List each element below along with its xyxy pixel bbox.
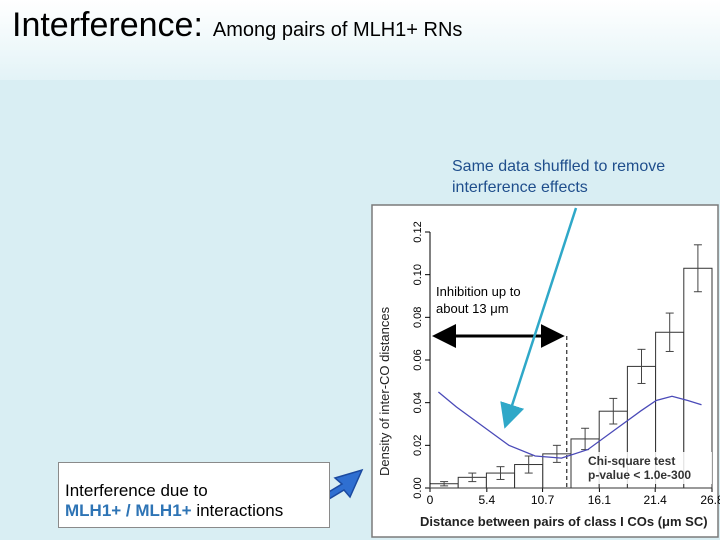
x-tick-label: 26.8 — [700, 493, 720, 507]
y-tick-label: 0.06 — [412, 349, 424, 370]
test-label-line1: Chi-square test — [588, 454, 675, 468]
x-tick-label: 21.4 — [643, 493, 667, 507]
y-ticks: 0.00 0.02 0.04 0.06 0.08 0.10 0.12 — [412, 221, 430, 499]
slide-title: Interference: Among pairs of MLH1+ RNs — [12, 6, 462, 45]
x-tick-label: 5.4 — [478, 493, 495, 507]
y-axis-label: Density of inter-CO distances — [377, 306, 392, 476]
shuffled-density-curve — [437, 391, 702, 459]
interference-note-line1: Interference due to — [65, 481, 208, 500]
callout-line — [500, 207, 578, 429]
interference-note-pair: MLH1+ / MLH1+ — [65, 501, 192, 520]
test-label-bg — [584, 452, 712, 484]
y-tick-label: 0.12 — [412, 221, 424, 242]
x-tick-label: 0 — [427, 493, 434, 507]
y-tick-label: 0.10 — [412, 264, 424, 285]
interference-note: Interference due to MLH1+ / MLH1+ intera… — [58, 462, 330, 528]
x-axis-label: Distance between pairs of class I COs (μ… — [420, 514, 708, 529]
x-tick-label: 10.7 — [531, 493, 555, 507]
histogram-bars — [429, 267, 713, 489]
x-ticks: 0 5.4 10.7 16.1 21.4 26.8 — [427, 488, 720, 507]
test-label-line2: p-value < 1.0e-300 — [588, 468, 691, 482]
inhibition-bounds — [429, 336, 568, 488]
y-tick-label: 0.02 — [412, 435, 424, 456]
y-tick-label: 0.00 — [412, 477, 424, 498]
y-tick-label: 0.08 — [412, 307, 424, 328]
y-tick-label: 0.04 — [412, 392, 424, 413]
x-tick-label: 16.1 — [588, 493, 612, 507]
title-band — [0, 0, 720, 80]
interference-note-line2: MLH1+ / MLH1+ interactions — [65, 501, 323, 521]
bar — [683, 267, 713, 489]
slide-title-main: Interference: — [12, 6, 203, 44]
slide-title-sub: Among pairs of MLH1+ RNs — [212, 19, 463, 41]
inhibition-text: Inhibition up to about 13 μm — [436, 284, 521, 316]
shuffle-note: Same data shuffled to remove interferenc… — [452, 158, 666, 196]
error-bars — [440, 244, 702, 487]
interference-note-suffix: interactions — [196, 501, 284, 520]
